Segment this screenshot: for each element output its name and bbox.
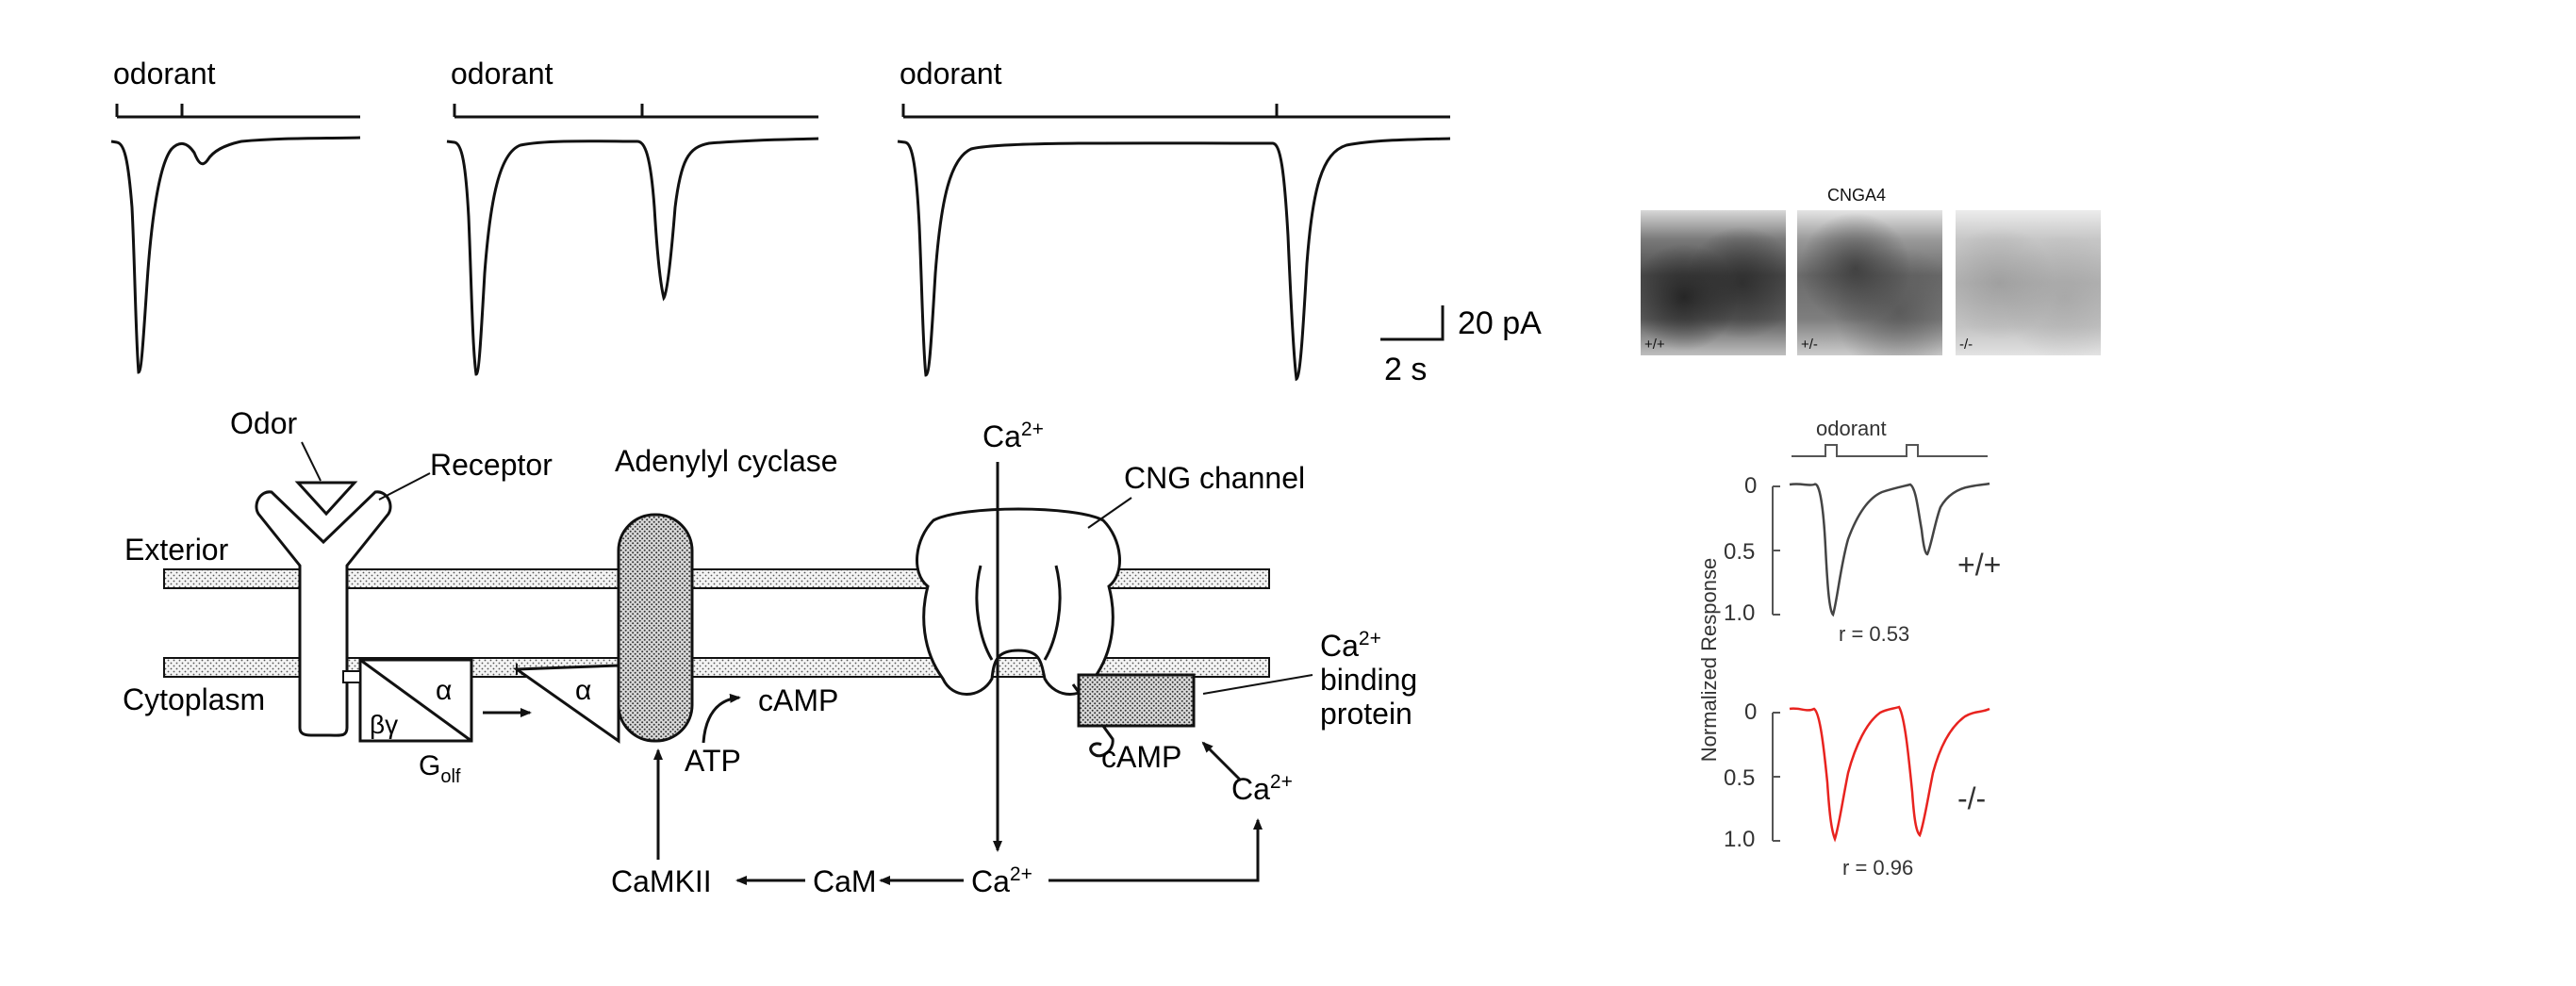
y-tick-bottom-10: 1.0 [1724,827,1755,852]
y-ticks-bottom [1773,712,1780,842]
micrograph-knockout-label: -/- [1959,337,1973,353]
transduction-pathway-diagram: Exterior Cytoplasm Odor Receptor α βγ Go… [123,406,1417,898]
atp-to-camp-arrow [702,693,741,744]
ca-exterior-label: Ca2+ [983,419,1044,453]
scale-bar-amplitude: 20 pA [1458,305,1542,341]
micrograph-wildtype-label: +/+ [1644,337,1665,353]
cytoplasm-label: Cytoplasm [123,682,265,716]
golf-divider [359,658,472,743]
current-trace-3 [897,137,1451,382]
binding-protein-ca-label: Ca2+ [1320,628,1381,663]
ca-binding-protein-shape [1077,673,1196,728]
wildtype-trace [1789,482,1990,617]
current-trace-1 [110,136,361,374]
y-ticks-top [1773,485,1780,616]
alpha-active-label: α [575,675,591,706]
knockout-r-value: r = 0.96 [1842,856,1913,879]
cng-channel-label: CNG channel [1124,461,1305,495]
scale-bar [1380,305,1445,341]
cng-channel-shape [916,507,1121,696]
adenylyl-cyclase-shape [617,513,694,743]
wildtype-genotype-label: +/+ [1957,548,2001,582]
golf-beta-gamma: βγ [370,710,398,739]
golf-alpha: α [436,675,452,706]
exterior-label: Exterior [124,533,229,567]
cng-channel-pore [975,565,1062,661]
cng-channel-leader [1087,497,1132,529]
ca-cytoplasm-label: Ca2+ [971,863,1032,898]
ca-to-binding-path [1049,818,1263,882]
binding-protein-label-2: protein [1320,697,1412,731]
wildtype-r-value: r = 0.53 [1839,622,1909,646]
odorant-label-2: odorant [451,57,553,90]
receptor-leader [378,472,431,501]
odorant-label-3: odorant [900,57,1002,90]
cam-label: CaM [813,864,877,898]
binding-protein-leader [1202,674,1313,695]
adenylyl-cyclase-label: Adenylyl cyclase [615,444,838,478]
normalized-stimulus-bar [1792,444,1988,457]
odor-label: Odor [230,406,297,440]
stimulus-marker-1 [115,104,360,119]
receptor-shape [255,490,392,737]
camkii-label: CaMKII [611,864,712,898]
odorant-trace-group: odorant odorant odorant 20 pA 2 s [110,57,1542,387]
normalized-odorant-label: odorant [1816,417,1887,440]
camp-binding-site [1071,683,1115,758]
knockout-genotype-label: -/- [1957,781,1986,815]
camp-label-2: cAMP [1101,740,1181,774]
stimulus-marker-3 [901,104,1450,119]
receptor-label: Receptor [430,448,553,482]
micrograph-heterozygous-label: +/- [1801,337,1818,353]
golf-anchor [342,670,361,683]
camp-label-1: cAMP [758,683,838,717]
scale-bar-time: 2 s [1384,352,1427,387]
y-axis-label: Normalized Response [1697,558,1721,762]
y-tick-top-10: 1.0 [1724,600,1755,626]
binding-protein-label-1: binding [1320,663,1417,697]
odorant-label-1: odorant [113,57,216,90]
alpha-subunit-active [512,664,620,744]
cnga4-title: CNGA4 [1827,186,1887,205]
y-tick-bottom-05: 0.5 [1724,765,1755,791]
atp-label: ATP [685,744,741,778]
ca-to-binding-protein-arrow [1201,741,1243,782]
odor-triangle [294,481,358,517]
y-tick-bottom-0: 0 [1744,699,1757,725]
odor-leader [301,441,322,482]
y-tick-top-0: 0 [1744,473,1757,499]
y-tick-top-05: 0.5 [1724,539,1755,565]
micrograph-wildtype: +/+ [1641,210,1786,355]
current-trace-2 [446,137,819,376]
stimulus-marker-2 [453,104,818,119]
normalized-response-plots: odorant Normalized Response 0 0.5 1.0 +/… [1697,417,2001,879]
micrograph-heterozygous: +/- [1797,210,1942,355]
knockout-trace [1789,705,1990,843]
golf-label: Golf [419,750,461,787]
micrograph-knockout: -/- [1956,210,2101,355]
ca-side-label: Ca2+ [1231,771,1293,806]
